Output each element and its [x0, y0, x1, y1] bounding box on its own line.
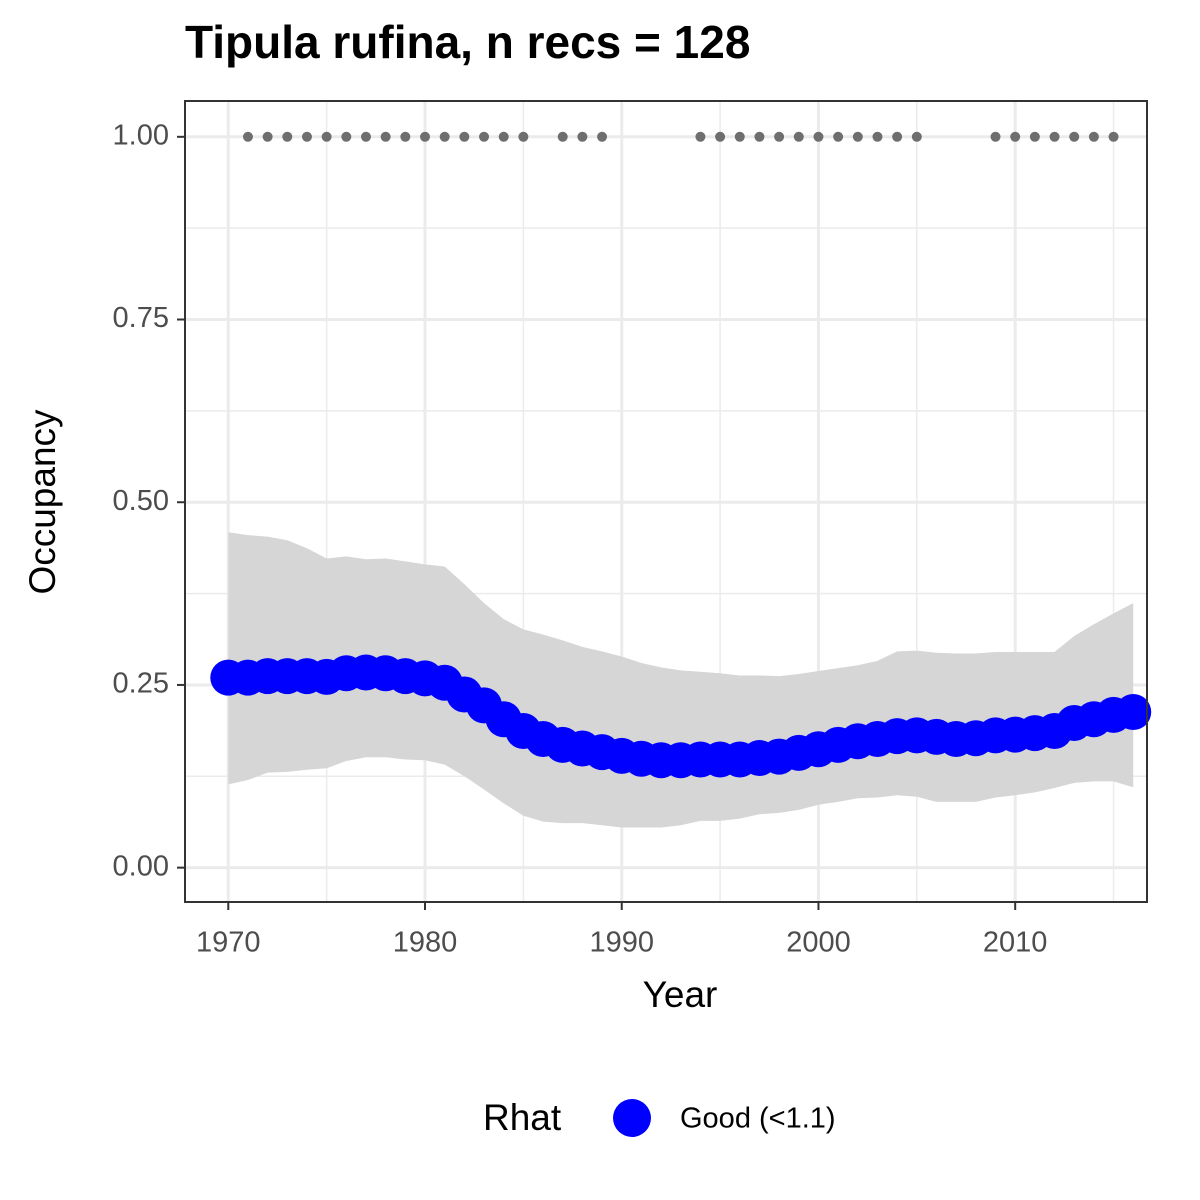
detection-point: [774, 131, 785, 142]
detection-point: [420, 131, 431, 142]
x-axis-title: Year: [643, 974, 718, 1015]
x-tick-label: 2010: [983, 927, 1048, 959]
detection-point: [577, 131, 588, 142]
detection-point: [341, 131, 352, 142]
detection-point: [479, 131, 490, 142]
y-tick-label: 0.75: [113, 302, 169, 334]
detection-point: [1049, 131, 1060, 142]
occupancy-point: [1115, 693, 1152, 730]
detection-point: [872, 131, 883, 142]
detection-point: [852, 131, 863, 142]
y-tick-label: 0.00: [113, 850, 169, 882]
x-tick-label: 1970: [196, 927, 261, 959]
detection-point: [1088, 131, 1099, 142]
detection-point: [380, 131, 391, 142]
legend-label: Good (<1.1): [680, 1103, 836, 1135]
legend-title: Rhat: [483, 1097, 562, 1138]
detection-point: [262, 131, 273, 142]
detection-point: [459, 131, 470, 142]
legend-marker: [613, 1099, 651, 1137]
detection-point: [813, 131, 824, 142]
detection-point: [518, 131, 529, 142]
detection-point: [498, 131, 509, 142]
detection-point: [1010, 131, 1021, 142]
y-tick-label: 0.50: [113, 485, 169, 517]
detection-point: [282, 131, 293, 142]
y-axis-title: Occupancy: [22, 409, 63, 595]
detection-point: [911, 131, 922, 142]
detection-point: [1069, 131, 1080, 142]
detection-point: [597, 131, 608, 142]
x-tick-label: 1980: [393, 927, 458, 959]
detection-point: [715, 131, 726, 142]
detection-point: [242, 131, 253, 142]
detection-point: [1029, 131, 1040, 142]
detection-point: [695, 131, 706, 142]
confidence-band: [228, 532, 1134, 828]
x-tick-label: 2000: [786, 927, 851, 959]
detection-point: [360, 131, 371, 142]
detection-point: [301, 131, 312, 142]
detection-point: [439, 131, 450, 142]
detection-point: [400, 131, 411, 142]
detection-point: [321, 131, 332, 142]
detection-point: [892, 131, 903, 142]
detection-point: [734, 131, 745, 142]
detection-point: [793, 131, 804, 142]
y-tick-label: 0.25: [113, 668, 169, 700]
chart-title: Tipula rufina, n recs = 128: [185, 16, 750, 68]
detection-point: [990, 131, 1001, 142]
detection-point: [1108, 131, 1119, 142]
y-tick-label: 1.00: [113, 119, 169, 151]
detection-point: [754, 131, 765, 142]
x-tick-label: 1990: [589, 927, 654, 959]
detection-point: [833, 131, 844, 142]
detection-point: [557, 131, 568, 142]
panel-border: [184, 100, 1148, 903]
